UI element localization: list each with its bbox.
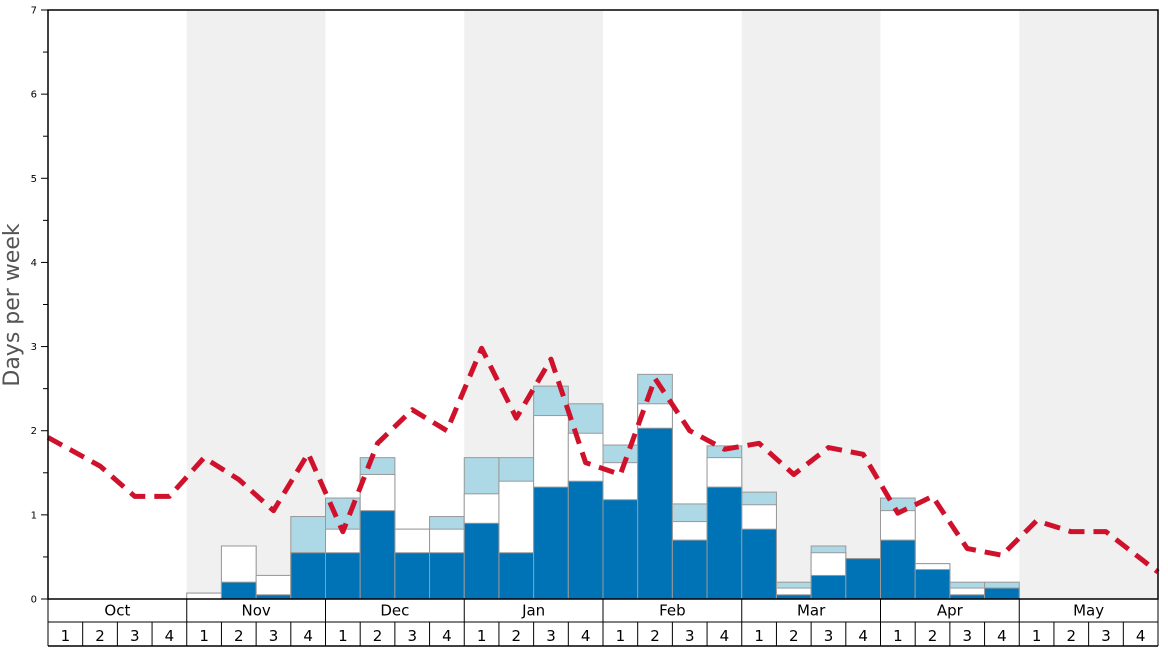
week-label: 4 [858, 627, 868, 645]
week-label: 4 [303, 627, 313, 645]
bar-feb-1-layer-1 [602, 499, 639, 600]
week-label: 2 [95, 627, 105, 645]
bar-mar-1-layer-1 [741, 528, 777, 600]
bar-apr-2-layer-1 [914, 569, 951, 600]
week-label: 3 [546, 627, 556, 645]
x-axis: Oct Nov Dec Jan Feb Mar Apr May 1 2 3 4 1 2 3 4 1 2 3 4 1 2 3 4… [47, 599, 1159, 647]
bar-jan-4-layer-1 [567, 480, 604, 600]
bar-feb-4-layer-1 [706, 486, 743, 600]
bar-mar-3-layer-1 [810, 574, 847, 600]
y-tick-label: 4 [31, 258, 37, 269]
y-tick-label: 0 [31, 595, 37, 606]
week-label: 4 [720, 627, 730, 645]
month-label-mar: Mar [797, 602, 826, 620]
month-band-may [1019, 10, 1158, 599]
week-label: 1 [477, 627, 487, 645]
month-label-nov: Nov [241, 602, 270, 620]
week-label: 2 [373, 627, 383, 645]
month-label-apr: Apr [937, 602, 964, 620]
bar-mar-4-layer-1 [845, 558, 881, 600]
week-label: 1 [61, 627, 71, 645]
week-label: 2 [234, 627, 244, 645]
week-label: 4 [997, 627, 1007, 645]
bar-jan-3-layer-1 [533, 486, 569, 600]
average-line [46, 345, 1160, 575]
month-label-oct: Oct [104, 602, 130, 620]
month-label-jan: Jan [521, 602, 545, 620]
week-label: 3 [824, 627, 834, 645]
bar-dec-3-layer-1 [394, 552, 431, 600]
bar-feb-2-layer-1 [637, 427, 673, 600]
bar-apr-4-layer-1 [984, 587, 1020, 600]
week-label: 2 [928, 627, 938, 645]
week-label: 2 [1067, 627, 1077, 645]
y-tick-label: 5 [31, 174, 37, 185]
bar-apr-1-layer-1 [880, 539, 916, 600]
week-label: 4 [165, 627, 175, 645]
month-label-feb: Feb [659, 602, 686, 620]
week-label: 1 [199, 627, 209, 645]
bar-dec-4-layer-1 [429, 552, 465, 600]
y-tick-label: 7 [31, 6, 37, 17]
bar-dec-1-layer-1 [325, 552, 361, 600]
y-axis: 0 1 2 3 4 5 6 7 [31, 6, 48, 606]
bar-jan-1-layer-1 [463, 522, 500, 600]
bar-nov-4-layer-1 [290, 552, 326, 600]
week-label: 3 [1101, 627, 1111, 645]
bars [186, 373, 1020, 600]
week-label: 4 [442, 627, 452, 645]
y-tick-label: 6 [31, 90, 37, 101]
week-label: 3 [962, 627, 972, 645]
week-label: 3 [407, 627, 417, 645]
week-label: 3 [685, 627, 695, 645]
week-label: 1 [1032, 627, 1042, 645]
week-label: 1 [338, 627, 348, 645]
y-tick-label: 1 [31, 510, 37, 521]
month-label-may: May [1073, 602, 1104, 620]
week-label: 1 [893, 627, 903, 645]
bar-dec-2-layer-1 [359, 510, 396, 600]
week-label: 3 [269, 627, 279, 645]
bar-feb-3-layer-1 [671, 539, 708, 600]
week-label: 2 [650, 627, 660, 645]
bar-nov-1-layer-2 [186, 592, 222, 600]
week-label: 2 [789, 627, 799, 645]
month-band-oct [48, 10, 187, 599]
week-label: 1 [616, 627, 626, 645]
bar-jan-2-layer-1 [498, 552, 535, 600]
week-label: 3 [130, 627, 140, 645]
month-label-dec: Dec [380, 602, 409, 620]
week-label: 4 [581, 627, 591, 645]
week-label: 4 [1136, 627, 1146, 645]
month-band-nov [186, 10, 326, 599]
average-line-path [46, 345, 1160, 575]
y-axis-label: Days per week [0, 223, 25, 386]
y-tick-label: 2 [31, 426, 37, 437]
y-tick-label: 3 [31, 342, 37, 353]
week-label: 2 [512, 627, 522, 645]
week-label: 1 [754, 627, 764, 645]
bar-nov-2-layer-1 [220, 581, 257, 600]
